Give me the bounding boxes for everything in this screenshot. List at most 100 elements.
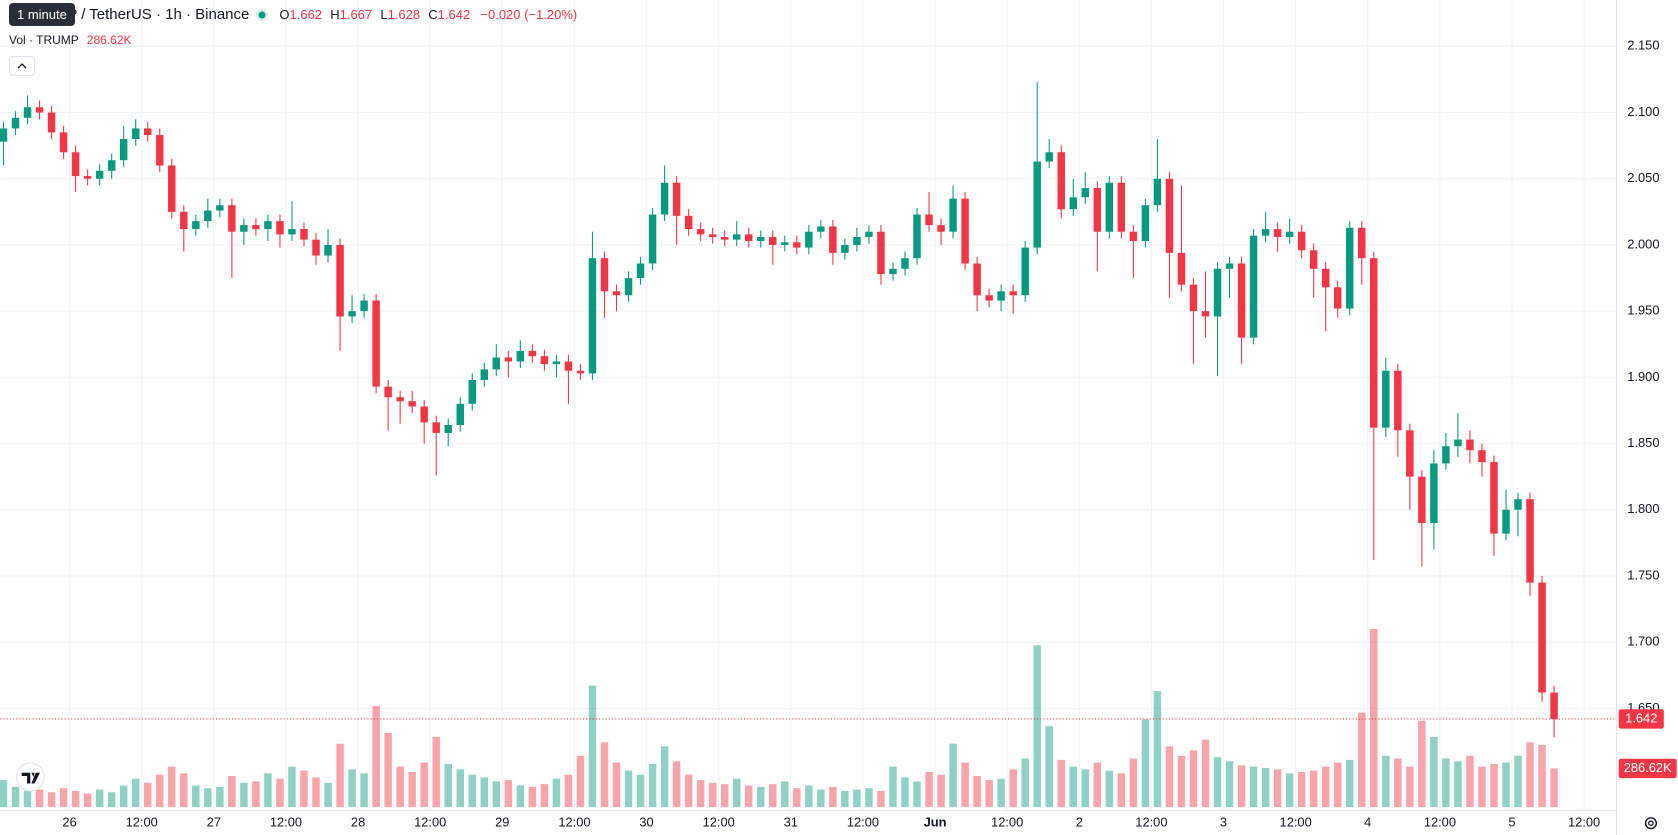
volume-bar [23, 790, 32, 808]
volume-bar [240, 782, 248, 808]
candle-body [1514, 499, 1522, 510]
candle-body [119, 139, 128, 161]
x-tick-label: 12:00 [847, 815, 879, 830]
candle-body [1141, 205, 1150, 241]
volume-bar [1249, 766, 1258, 808]
volume-bar [684, 774, 693, 808]
volume-bar [1454, 761, 1462, 808]
volume-bar [0, 780, 8, 808]
volume-bar [276, 778, 284, 808]
volume-bar [949, 743, 957, 808]
chevron [17, 63, 27, 69]
gear-ring [1644, 817, 1657, 830]
y-tick-label: 1.800 [1627, 501, 1659, 516]
candle-pane [0, 82, 1558, 738]
candle-body [865, 231, 873, 238]
x-tick-label: 4 [1364, 815, 1371, 830]
candle-body [624, 278, 633, 296]
x-tick-label: 27 [207, 815, 221, 830]
volume-bar [47, 792, 56, 808]
candle-body [1526, 499, 1534, 583]
x-tick-label: 26 [62, 815, 76, 830]
volume-bar [119, 785, 128, 808]
volume-bar [131, 778, 140, 808]
candle-body [552, 361, 561, 365]
symbol-title[interactable]: TRUMP / TetherUS · 1h · Binance [24, 6, 250, 23]
y-tick-label: 2.000 [1627, 236, 1659, 251]
candle-body [456, 403, 464, 426]
candle-body [853, 237, 861, 245]
candle-body [240, 225, 248, 232]
volume-bar [1466, 755, 1474, 808]
market-status [256, 8, 269, 21]
volume-bar [252, 781, 260, 808]
volume-bar [384, 732, 392, 808]
candle-body [528, 350, 537, 357]
candle-body [1105, 182, 1114, 232]
volume-bar [1189, 750, 1198, 808]
candle-body [180, 211, 188, 230]
volume-bar [228, 776, 236, 808]
candle-body [360, 300, 368, 312]
candle-body [300, 229, 308, 240]
tooltip: 1 minute [9, 3, 75, 26]
candle-body [1346, 227, 1354, 309]
volume-bar [336, 743, 344, 808]
volume-bar [492, 781, 501, 808]
x-tick-label: 12:00 [703, 815, 735, 830]
candle-body [793, 242, 801, 248]
candle-body [997, 291, 1005, 301]
candle-body [1153, 178, 1162, 206]
volume-bar [889, 766, 897, 808]
grid [0, 0, 1617, 811]
candle-body [889, 268, 897, 275]
volume-bar [720, 784, 729, 808]
volume-bar [71, 790, 80, 808]
candle-body [432, 422, 440, 433]
x-tick-label: 12:00 [270, 815, 302, 830]
candle-body [1454, 439, 1462, 447]
candle-body [1081, 188, 1090, 198]
volume-bar [1081, 769, 1090, 808]
volume-bar [877, 790, 885, 808]
x-tick-label: 28 [351, 815, 365, 830]
volume-bar [552, 778, 561, 808]
candle-body [312, 239, 320, 256]
price-label-bg [1618, 709, 1664, 729]
candle-body [1045, 152, 1053, 162]
volume-bar [480, 777, 489, 808]
candle-body [107, 160, 116, 171]
candle-body [216, 205, 224, 211]
volume-bar [1346, 759, 1354, 808]
volume-bar [1442, 758, 1450, 808]
candle-body [168, 165, 176, 212]
volume-bar [1406, 766, 1414, 808]
volume-bar [1105, 770, 1114, 808]
volume-bar [973, 776, 981, 808]
x-tick-label: Jun [924, 815, 947, 830]
volume-bar [528, 786, 537, 808]
volume-pane [0, 628, 1558, 808]
volume-bar [781, 781, 789, 808]
candle-body [949, 198, 957, 232]
ohlc-key: O [279, 7, 290, 22]
tv-logo[interactable] [15, 762, 45, 792]
candle-body [925, 214, 933, 226]
candle-body [71, 152, 80, 177]
x-tick-label: 12:00 [1424, 815, 1456, 830]
candle-body [468, 380, 476, 404]
candle-body [781, 242, 789, 245]
candle-body [11, 117, 20, 129]
candle-body [83, 176, 92, 179]
volume-bar [1165, 746, 1174, 808]
candle-body [576, 370, 585, 374]
volume-bar [1478, 766, 1486, 808]
settings-icon[interactable] [1644, 817, 1657, 830]
candle-body [516, 350, 525, 362]
candle-body [131, 128, 140, 140]
volume-bar [1177, 755, 1186, 808]
collapse-button[interactable] [9, 56, 35, 76]
candle-body [1550, 692, 1558, 719]
volume-bar [432, 736, 440, 808]
